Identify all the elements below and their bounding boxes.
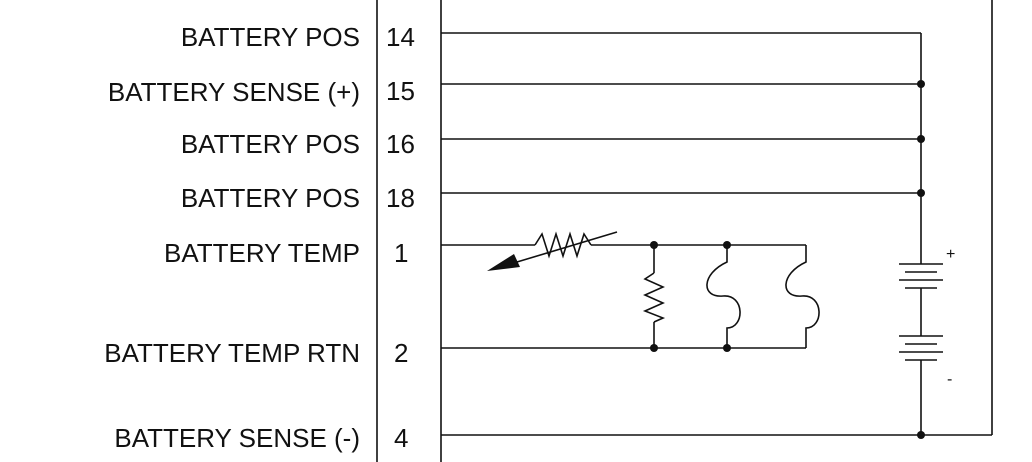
junction-dot-4 bbox=[917, 431, 925, 439]
pin-15: 15 bbox=[386, 76, 415, 106]
resistor-zigzag bbox=[642, 272, 666, 323]
pin-2: 2 bbox=[394, 338, 408, 368]
junction-dot-16 bbox=[917, 135, 925, 143]
pin-16: 16 bbox=[386, 129, 415, 159]
curved-element-2 bbox=[785, 245, 820, 348]
signal-labels: BATTERY POS BATTERY SENSE (+) BATTERY PO… bbox=[104, 22, 360, 453]
battery-symbol: + - bbox=[899, 246, 955, 435]
junction-dot-bottom-1 bbox=[650, 344, 658, 352]
pin-4: 4 bbox=[394, 423, 408, 453]
curved-element-1 bbox=[706, 245, 741, 348]
battery-minus-sign: - bbox=[947, 371, 952, 388]
label-battery-sense-neg: BATTERY SENSE (-) bbox=[114, 423, 360, 453]
battery-plus-sign: + bbox=[946, 246, 955, 263]
label-battery-temp: BATTERY TEMP bbox=[164, 238, 360, 268]
battery-positive-bus bbox=[441, 32, 925, 264]
label-battery-pos-18: BATTERY POS bbox=[181, 183, 360, 213]
junction-dot-bottom-2 bbox=[723, 344, 731, 352]
connector-body bbox=[376, 0, 442, 462]
junction-dot-18 bbox=[917, 189, 925, 197]
label-battery-pos-16: BATTERY POS bbox=[181, 129, 360, 159]
pin-numbers: 14 15 16 18 1 2 4 bbox=[386, 22, 415, 453]
pin-1: 1 bbox=[394, 238, 408, 268]
junction-dot-top-2 bbox=[723, 241, 731, 249]
label-battery-sense-pos: BATTERY SENSE (+) bbox=[108, 77, 360, 107]
pin-18: 18 bbox=[386, 183, 415, 213]
junction-dot-15 bbox=[917, 80, 925, 88]
label-battery-pos-14: BATTERY POS bbox=[181, 22, 360, 52]
label-battery-temp-rtn: BATTERY TEMP RTN bbox=[104, 338, 360, 368]
battery-negative-path bbox=[441, 0, 993, 439]
thermistor-arrow-head bbox=[487, 254, 520, 271]
temperature-sensor-network bbox=[441, 231, 820, 352]
pin-14: 14 bbox=[386, 22, 415, 52]
thermistor-zigzag bbox=[534, 231, 592, 259]
junction-dot-top-1 bbox=[650, 241, 658, 249]
